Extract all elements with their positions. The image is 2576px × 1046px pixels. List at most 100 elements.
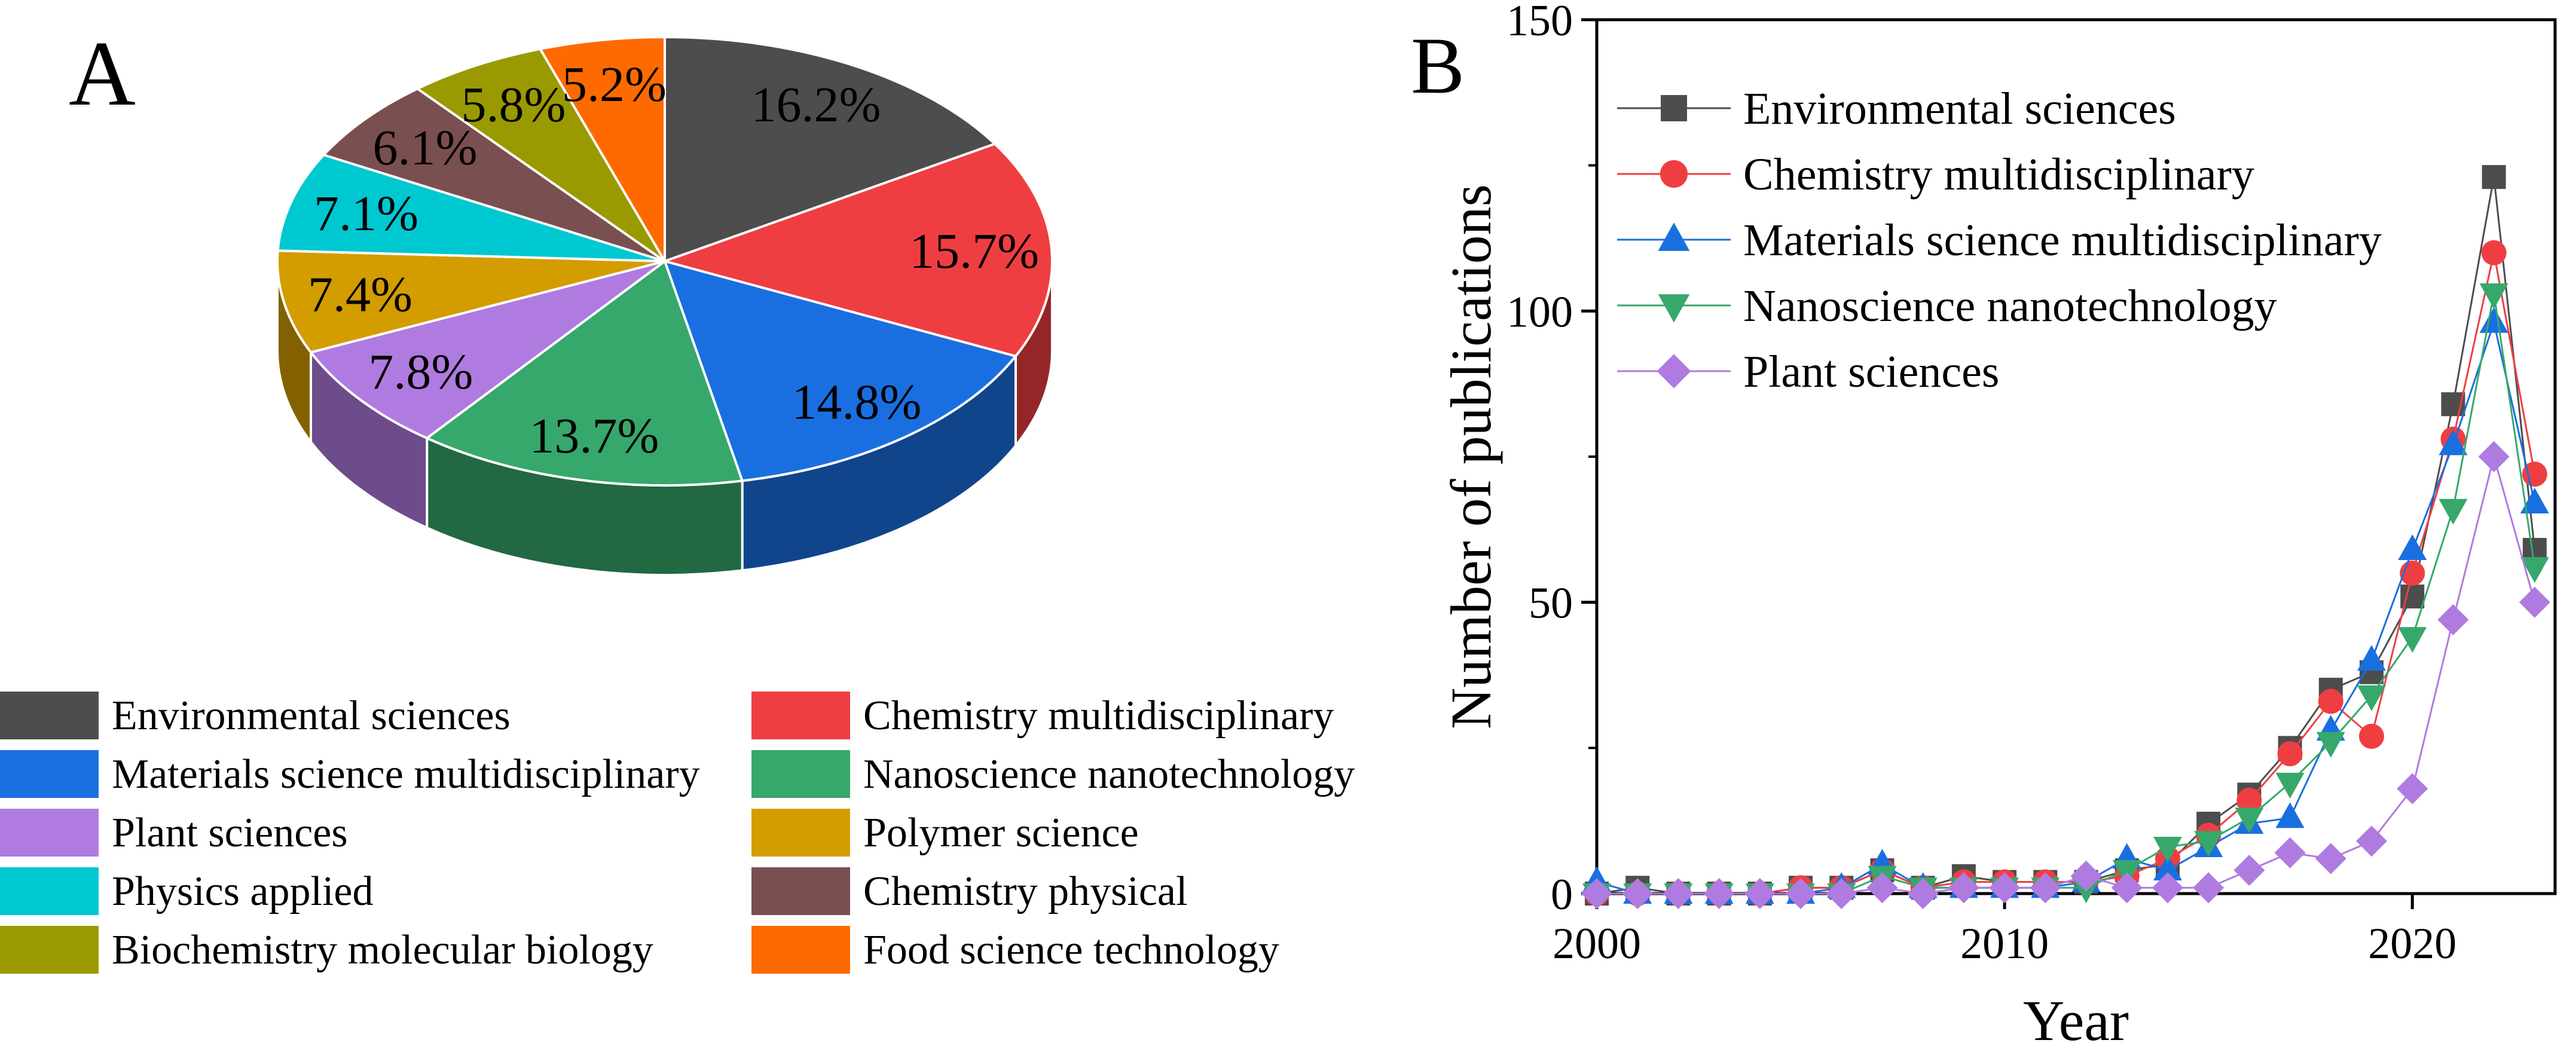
data-point <box>1785 878 1817 909</box>
data-point <box>2236 788 2262 813</box>
data-point <box>2275 802 2305 828</box>
data-point <box>2357 685 2386 711</box>
data-point <box>2357 645 2386 671</box>
pie-legend-label: Polymer science <box>863 810 1139 856</box>
series-environmental-sciences <box>1585 165 2547 906</box>
series-plant-sciences <box>1581 441 2550 909</box>
y-tick-label: 50 <box>1529 579 1573 628</box>
line-axes: 0 50 100 150 2000 2010 2020 Year Number of publi… <box>1439 0 2557 1046</box>
line-legend-marker <box>1661 95 1687 121</box>
data-point <box>2070 860 2102 892</box>
data-point <box>2478 441 2510 472</box>
pie-legend-swatch <box>751 750 850 798</box>
data-point <box>2193 872 2224 904</box>
data-point <box>2233 855 2265 886</box>
y-tick-label: 0 <box>1551 870 1573 919</box>
line-legend-marker <box>1660 160 1688 188</box>
pie-value-label: 14.8% <box>792 375 921 430</box>
line-legend-label: Chemistry multidisciplinary <box>1743 149 2254 200</box>
data-point <box>2274 837 2306 868</box>
data-point <box>2439 498 2468 525</box>
pie-slice-biochemistry-molecular-biology <box>415 47 666 262</box>
data-point <box>2520 487 2549 513</box>
y-axis-label: Number of publications <box>1439 184 1503 729</box>
pie-value-label: 16.2% <box>751 77 881 133</box>
line-legend-label: Nanoscience nanotechnology <box>1743 281 2277 331</box>
data-point <box>2479 307 2508 333</box>
line-legend-item-environmental-sciences: Environmental sciences <box>1617 84 2176 134</box>
panel-b-label: B <box>1411 22 1465 111</box>
pie-legend-swatch <box>0 750 99 798</box>
data-point <box>2522 461 2547 487</box>
pie-legend-label: Environmental sciences <box>112 693 511 739</box>
data-point <box>2318 689 2343 714</box>
data-point <box>2194 831 2223 857</box>
pie-legend-label: Materials science multidisciplinary <box>112 751 700 797</box>
data-point <box>2397 773 2428 805</box>
line-legend-label: Environmental sciences <box>1743 84 2176 134</box>
data-point <box>2519 586 2550 618</box>
pie-slice-chemistry-multidisciplinary <box>661 142 1053 358</box>
data-point <box>2398 627 2427 653</box>
data-point <box>2235 808 2264 834</box>
data-point <box>2315 843 2346 874</box>
data-point <box>2437 604 2469 635</box>
pie-slice-materials-science-multidisciplinary <box>662 259 1018 482</box>
pie-legend-label: Biochemistry molecular biology <box>112 927 653 973</box>
pie-slice-plant-sciences <box>308 260 666 440</box>
line-legend-marker <box>1658 294 1690 323</box>
pie-legend-item-chemistry-multidisciplinary: Chemistry multidisciplinary <box>751 692 1334 739</box>
pie-slice-environmental-sciences <box>664 35 997 263</box>
pie-legend-swatch <box>0 867 99 915</box>
data-point <box>2030 872 2061 904</box>
data-point <box>2111 872 2143 904</box>
pie-legend-label: Chemistry multidisciplinary <box>863 693 1334 739</box>
line-legend-item-chemistry-multidisciplinary: Chemistry multidisciplinary <box>1617 149 2254 200</box>
pie-slice-chemistry-physical <box>321 87 666 262</box>
pie-legend-item-nanoscience-nanotechnology: Nanoscience nanotechnology <box>751 750 1355 798</box>
data-point <box>2152 872 2183 904</box>
pie-legend-item-food-science-technology: Food science technology <box>751 926 1279 974</box>
series-line <box>1597 453 2536 895</box>
line-legend: Environmental sciences Chemistry multidis… <box>1617 84 2382 397</box>
pie-legend-label: Chemistry physical <box>863 868 1187 915</box>
line-legend-item-materials-science-multidisciplinary: Materials science multidisciplinary <box>1617 215 2382 265</box>
x-tick-label: 2020 <box>2368 919 2456 968</box>
line-legend-item-nanoscience-nanotechnology: Nanoscience nanotechnology <box>1617 281 2277 331</box>
pie-value-label: 13.7% <box>529 408 659 464</box>
pie-legend: Environmental sciences Chemistry multidis… <box>0 692 1355 974</box>
line-series-layer <box>1581 165 2550 909</box>
data-point <box>1663 878 1694 909</box>
data-point <box>2359 723 2385 749</box>
pie-legend-label: Food science technology <box>863 927 1279 973</box>
data-point <box>2356 825 2388 857</box>
pie-legend-item-chemistry-physical: Chemistry physical <box>751 867 1187 915</box>
pie-legend-label: Nanoscience nanotechnology <box>863 751 1355 797</box>
data-point <box>2479 283 2508 310</box>
data-point <box>1826 878 1857 909</box>
data-point <box>2439 429 2468 455</box>
pie-value-label: 7.1% <box>314 186 418 241</box>
line-legend-marker <box>1658 222 1690 251</box>
pie-legend-swatch <box>0 692 99 739</box>
pie-legend-item-plant-sciences: Plant sciences <box>0 809 348 857</box>
pie-legend-item-materials-science-multidisciplinary: Materials science multidisciplinary <box>0 750 700 798</box>
data-point <box>2153 837 2182 863</box>
panel-a-label: A <box>69 22 136 125</box>
pie-legend-swatch <box>751 926 850 974</box>
pie-slice-polymer-science <box>276 249 665 354</box>
x-tick-label: 2000 <box>1553 919 1641 968</box>
y-tick-label: 150 <box>1507 0 1573 45</box>
data-point <box>2481 240 2507 265</box>
data-point <box>1581 878 1612 909</box>
x-tick-label: 2010 <box>1960 919 2049 968</box>
pie-legend-item-polymer-science: Polymer science <box>751 809 1139 857</box>
y-tick-label: 100 <box>1507 288 1573 337</box>
pie-legend-swatch <box>751 809 850 857</box>
pie-legend-swatch <box>0 809 99 857</box>
pie-side-layer <box>276 261 1053 576</box>
series-chemistry-multidisciplinary <box>1584 240 2547 906</box>
data-point <box>2316 732 2345 758</box>
data-point <box>1948 872 1979 904</box>
